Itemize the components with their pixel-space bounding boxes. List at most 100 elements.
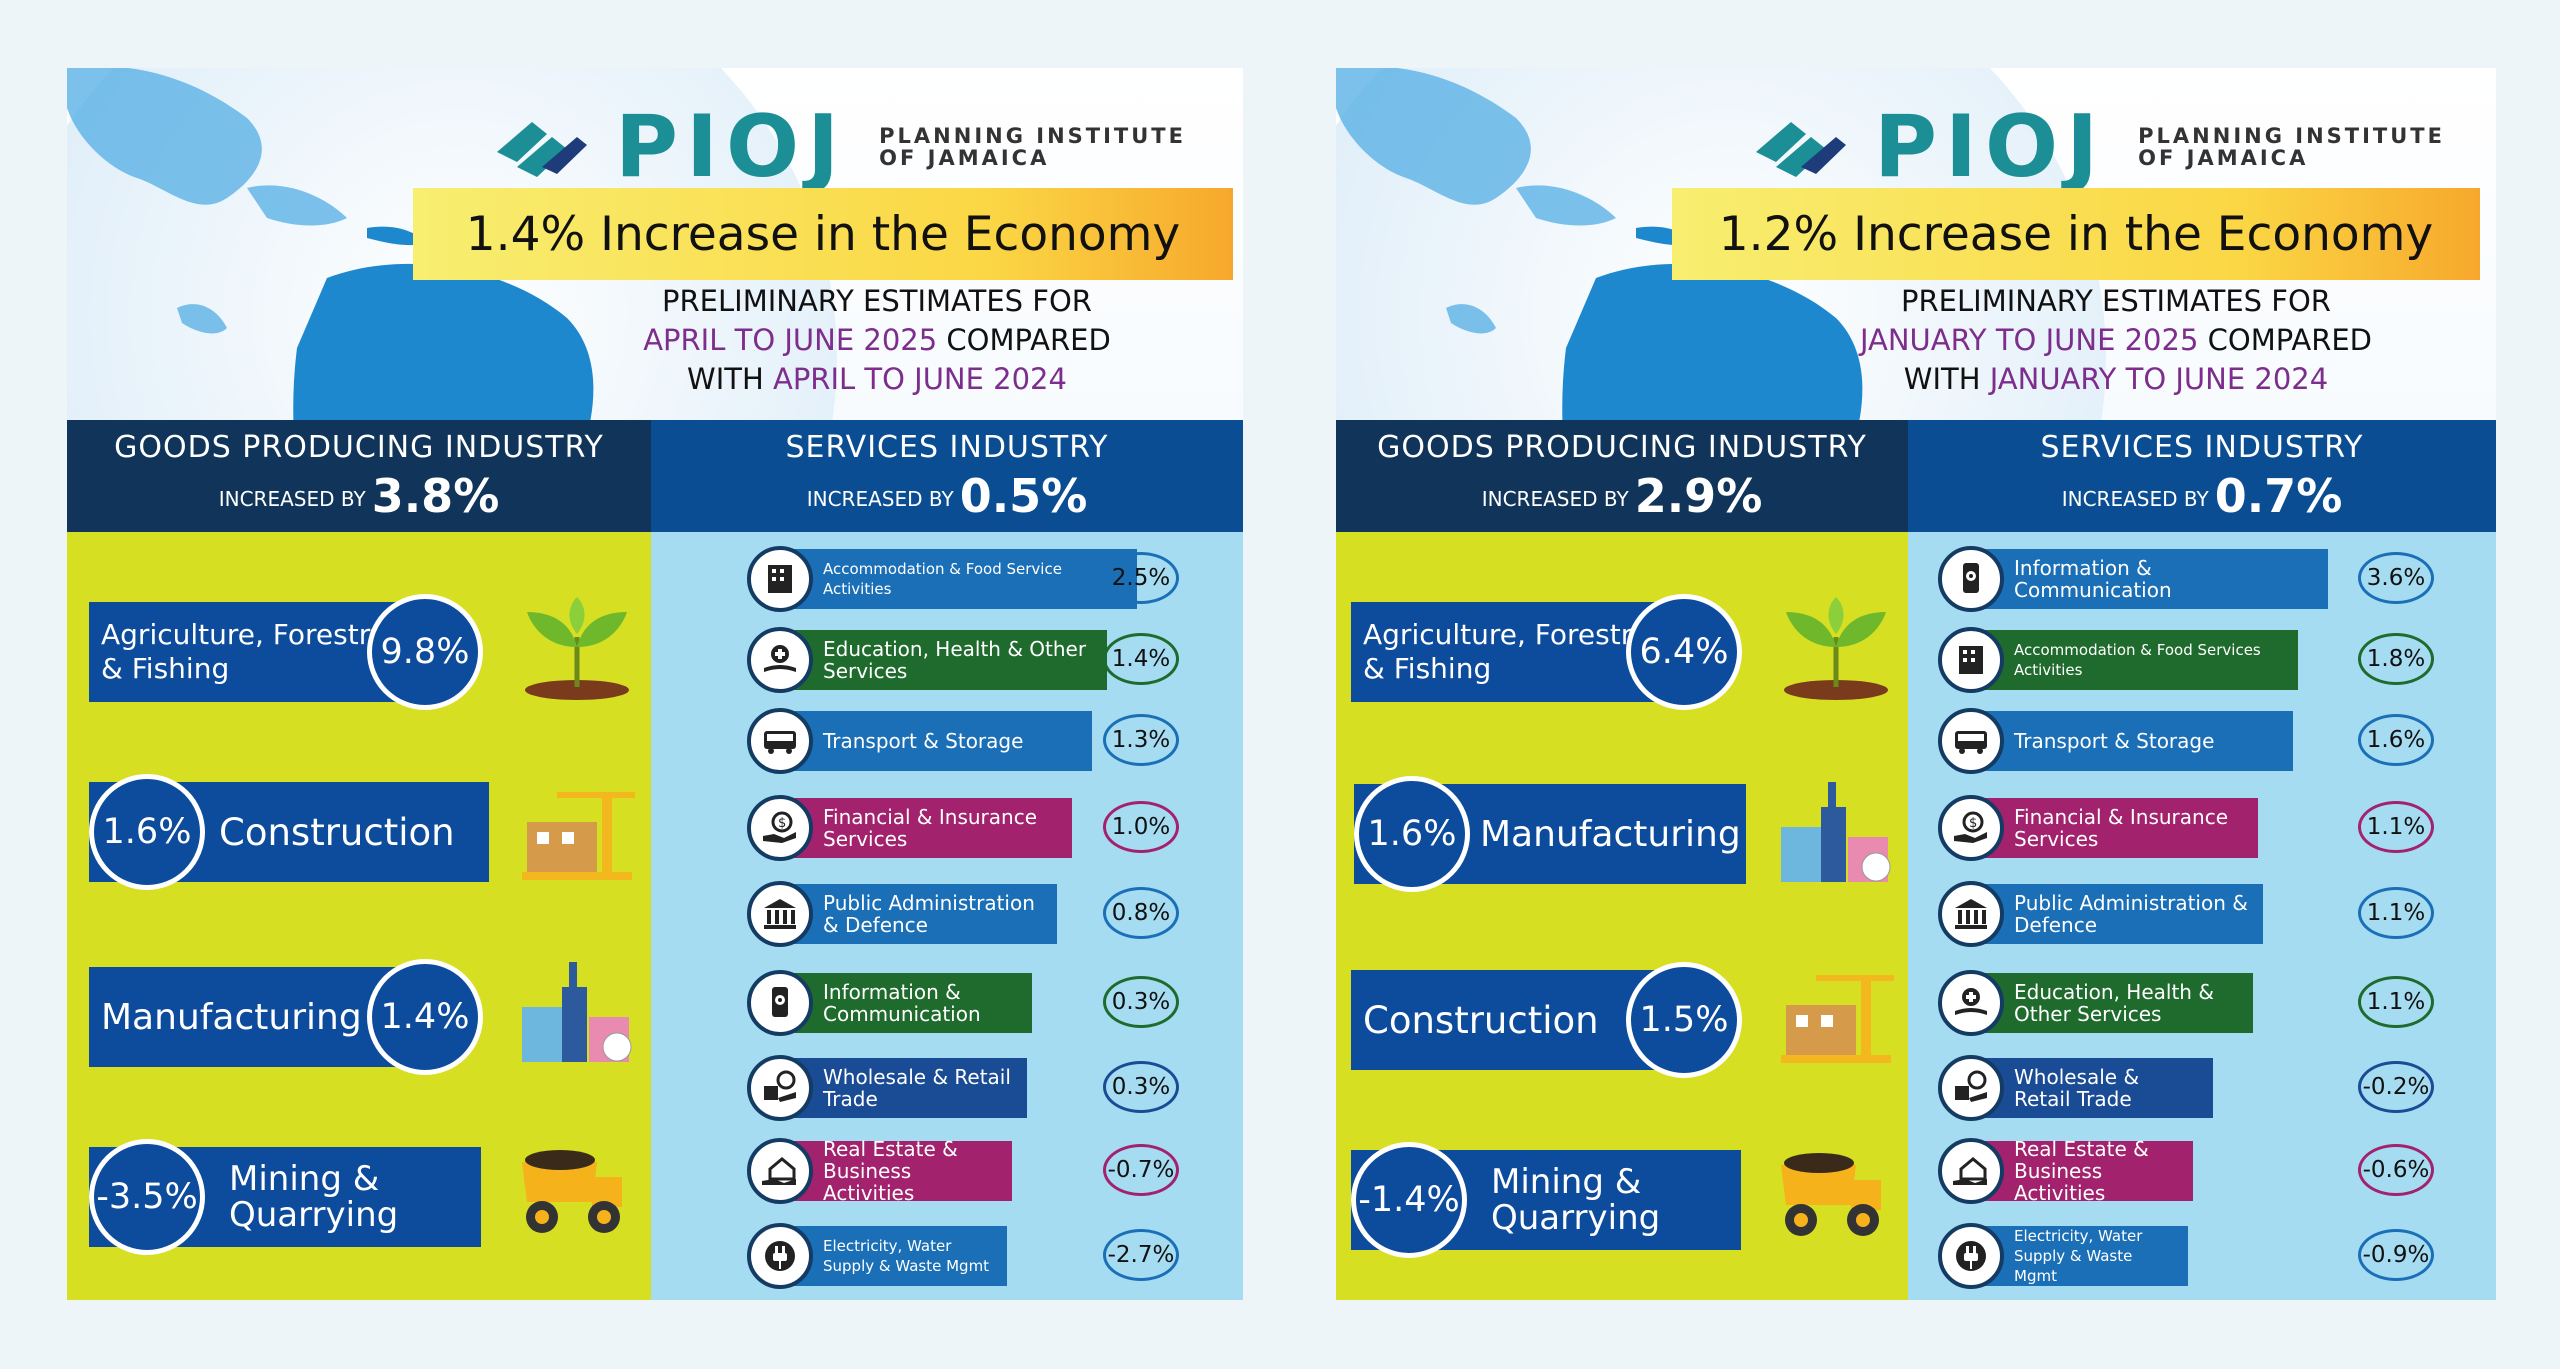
plant-icon — [525, 597, 629, 700]
service-item-label: Real Estate & Business Activities — [777, 1138, 1012, 1204]
service-item-label: Electricity, Water Supply & Waste Mgmt — [777, 1226, 1007, 1286]
service-item: Public Administration & Defence — [1938, 881, 2358, 947]
service-item-label: Public Administration & Defence — [777, 884, 1057, 944]
service-item-value: 3.6% — [2358, 552, 2434, 604]
service-item: Information & Communication — [1938, 546, 2358, 612]
org-name: PLANNING INSTITUTE OF JAMAICA — [2138, 124, 2445, 170]
services-industry-header: SERVICES INDUSTRY INCREASED BY 0.7% — [1908, 420, 2496, 532]
service-item-label: Wholesale & Retail Trade — [777, 1058, 1027, 1118]
svg-text:$: $ — [1969, 816, 1977, 831]
goods-item: Construction 1.6% — [89, 774, 489, 890]
dump-truck-icon — [1781, 1153, 1881, 1236]
service-item: Electricity, Water Supply & Waste Mgmt — [747, 1223, 1167, 1289]
goods-growth-value: 3.8% — [371, 469, 500, 523]
goods-item-value: 1.4% — [367, 959, 483, 1075]
government-building-icon — [1938, 881, 2004, 947]
service-item-label: Information & Communication — [1968, 549, 2328, 609]
service-item: Real Estate & Business Activities — [1938, 1138, 2358, 1204]
service-item-value: 1.1% — [2358, 801, 2434, 853]
service-item-value: 1.6% — [2358, 714, 2434, 766]
pioj-logo-text: PIOJ — [1874, 97, 2107, 197]
service-item: Accommodation & Food Services Activities — [1938, 627, 2358, 693]
pioj-logo-mark-icon — [1756, 122, 1846, 177]
factory-icon — [1781, 782, 1891, 882]
bus-icon — [1938, 708, 2004, 774]
book-health-icon — [1938, 970, 2004, 1036]
phone-icon — [1938, 546, 2004, 612]
goods-item-value: -1.4% — [1351, 1142, 1467, 1258]
plug-icon — [747, 1223, 813, 1289]
service-item: Accommodation & Food Service Activities — [747, 546, 1167, 612]
goods-industry-list: Agriculture, Forestry & Fishing 6.4% Man… — [1336, 532, 1908, 1300]
service-item-value: 1.8% — [2358, 633, 2434, 685]
trade-icon — [1938, 1055, 2004, 1121]
goods-item-value: 1.5% — [1626, 962, 1742, 1078]
service-item: Wholesale & Retail Trade — [1938, 1055, 2358, 1121]
money-hand-icon: $ — [747, 795, 813, 861]
headline-banner: 1.4% Increase in the Economy — [413, 188, 1233, 280]
building-icon — [747, 546, 813, 612]
service-item-label: Education, Health & Other Services — [1968, 973, 2253, 1033]
government-building-icon — [747, 881, 813, 947]
services-industry-header: SERVICES INDUSTRY INCREASED BY 0.5% — [651, 420, 1243, 532]
service-item: $ Financial & Insurance Services — [747, 795, 1167, 861]
goods-item: Manufacturing 1.4% — [89, 959, 483, 1075]
service-item-label: Education, Health & Other Services — [777, 630, 1107, 690]
goods-item: Mining & Quarrying -1.4% — [1351, 1142, 1741, 1258]
construction-icon — [1781, 975, 1894, 1063]
svg-text:$: $ — [778, 816, 786, 831]
goods-item-value: 6.4% — [1626, 594, 1742, 710]
service-item: Education, Health & Other Services — [747, 627, 1167, 693]
goods-item: Mining & Quarrying -3.5% — [89, 1139, 481, 1255]
service-item-value: -0.2% — [2358, 1061, 2434, 1113]
service-item-value: 1.3% — [1103, 714, 1179, 766]
service-item-value: 1.0% — [1103, 801, 1179, 853]
service-item-label: Accommodation & Food Service Activities — [777, 549, 1137, 609]
service-item-label: Transport & Storage — [777, 711, 1092, 771]
service-item: Wholesale & Retail Trade — [747, 1055, 1167, 1121]
trade-icon — [747, 1055, 813, 1121]
service-item: $ Financial & Insurance Services — [1938, 795, 2358, 861]
service-item: Education, Health & Other Services — [1938, 970, 2358, 1036]
goods-industry-header: GOODS PRODUCING INDUSTRY INCREASED BY 2.9… — [1336, 420, 1908, 532]
bus-icon — [747, 708, 813, 774]
infographic-panel-half-year: PIOJ PLANNING INSTITUTE OF JAMAICA 1.2% … — [1336, 68, 2496, 1300]
goods-item: Agriculture, Forestry & Fishing 6.4% — [1351, 594, 1742, 710]
service-item: Transport & Storage — [747, 708, 1167, 774]
book-health-icon — [747, 627, 813, 693]
service-item-value: 0.8% — [1103, 887, 1179, 939]
plant-icon — [1784, 597, 1888, 700]
pioj-logo-mark-icon — [497, 122, 587, 177]
dump-truck-icon — [522, 1150, 622, 1233]
service-item-value: 1.1% — [2358, 887, 2434, 939]
goods-item-value: 1.6% — [89, 774, 205, 890]
service-item: Real Estate & Business Activities — [747, 1138, 1167, 1204]
money-hand-icon: $ — [1938, 795, 2004, 861]
service-item-label: Electricity, Water Supply & Waste Mgmt — [1968, 1226, 2188, 1286]
goods-item-label: Agriculture, Forestry & Fishing — [1351, 602, 1667, 702]
house-hand-icon — [747, 1138, 813, 1204]
goods-item-value: 1.6% — [1354, 776, 1470, 892]
service-item-label: Financial & Insurance Services — [1968, 798, 2258, 858]
service-item-label: Information & Communication — [777, 973, 1032, 1033]
header: PIOJ PLANNING INSTITUTE OF JAMAICA 1.4% … — [67, 68, 1243, 420]
pioj-logo-text: PIOJ — [615, 97, 848, 197]
goods-item-label: Construction — [1351, 970, 1667, 1070]
goods-industry-list: Agriculture, Forestry & Fishing 9.8% Con… — [67, 532, 651, 1300]
service-item-value: 0.3% — [1103, 976, 1179, 1028]
preliminary-estimates-text: PRELIMINARY ESTIMATES FOR APRIL TO JUNE … — [643, 284, 1111, 396]
goods-industry-header: GOODS PRODUCING INDUSTRY INCREASED BY 3.8… — [67, 420, 651, 532]
service-item-value: 1.4% — [1103, 633, 1179, 685]
service-item: Electricity, Water Supply & Waste Mgmt — [1938, 1223, 2358, 1289]
services-growth-value: 0.5% — [959, 469, 1088, 523]
service-item-value: 0.3% — [1103, 1061, 1179, 1113]
service-item-label: Transport & Storage — [1968, 711, 2293, 771]
goods-item-value: -3.5% — [89, 1139, 205, 1255]
goods-item: Construction 1.5% — [1351, 962, 1742, 1078]
plug-icon — [1938, 1223, 2004, 1289]
goods-item-value: 9.8% — [367, 594, 483, 710]
goods-item-label: Agriculture, Forestry & Fishing — [89, 602, 409, 702]
header: PIOJ PLANNING INSTITUTE OF JAMAICA 1.2% … — [1336, 68, 2496, 420]
service-item-label: Accommodation & Food Services Activities — [1968, 630, 2298, 690]
service-item-value: 2.5% — [1103, 552, 1179, 604]
